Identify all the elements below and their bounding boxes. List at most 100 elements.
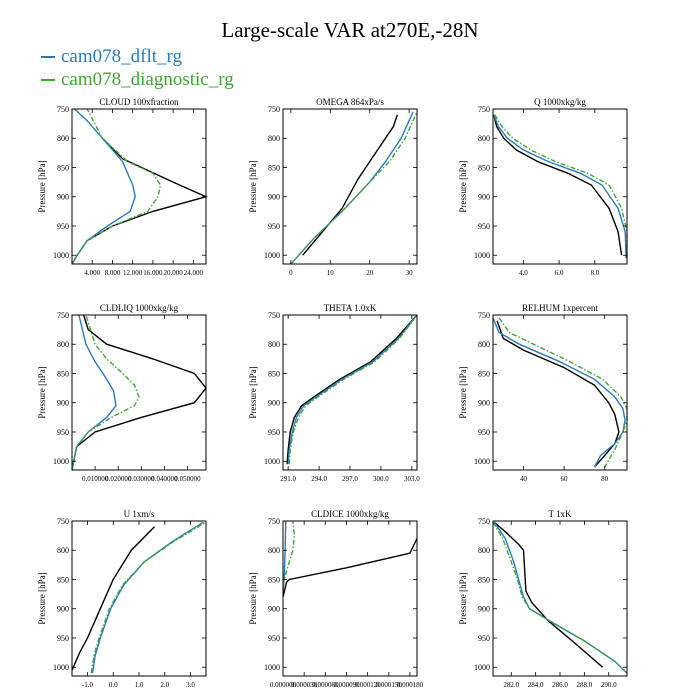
- panel-9-series-1: [493, 521, 604, 668]
- panel-3-title: Q 1000xkg/kg: [534, 97, 586, 107]
- panel-8-xtick-label-6: 0.000180: [397, 681, 424, 689]
- panel-5-xtick-label-1: 294.0: [311, 475, 327, 483]
- panel-8-ytick-label-900: 900: [268, 605, 280, 614]
- panel-7-ytick-label-850: 850: [57, 575, 69, 584]
- panel-2-title: OMEGA 864xPa/s: [316, 97, 384, 107]
- panel-5-xtick-label-0: 291.0: [280, 475, 296, 483]
- panel-6-title: RELHUM 1xpercent: [522, 303, 598, 313]
- panel-9-xtick-label-0: 282.0: [503, 681, 519, 689]
- legend-swatch-diagnostic: [41, 79, 55, 81]
- panel-1-xtick-label-0: 4.000: [84, 269, 100, 277]
- legend-entry-dflt: cam078_dflt_rg: [41, 46, 182, 68]
- panel-8-xtick-label-5: 0.000150: [376, 681, 403, 689]
- panel-1-xtick-label-1: 8.000: [105, 269, 121, 277]
- panel-7-ytick-label-1000: 1000: [53, 663, 69, 672]
- panel-7-ylabel: Pressure [hPa]: [37, 572, 47, 624]
- panel-5-series-3: [288, 314, 418, 465]
- panel-2-series-1: [302, 114, 398, 256]
- panel-1-xtick-label-2: 12.000: [123, 269, 143, 277]
- panel-3-series-1: [493, 114, 623, 256]
- panel-5-ytick-label-1000: 1000: [264, 457, 280, 466]
- panel-6-ytick-label-950: 950: [478, 428, 490, 437]
- panel-9-ytick-label-900: 900: [478, 605, 490, 614]
- panel-8-series-1: [282, 538, 418, 598]
- panel-4-ytick-label-900: 900: [57, 399, 69, 408]
- panel-5-ytick-label-850: 850: [268, 369, 280, 378]
- panel-3-xtick-label-1: 6.0: [555, 269, 564, 277]
- panel-4-ytick-label-950: 950: [57, 428, 69, 437]
- panel-4-ytick-label-850: 850: [57, 369, 69, 378]
- panel-8-ytick-label-850: 850: [268, 575, 280, 584]
- panel-6-ytick-label-800: 800: [478, 340, 490, 349]
- panel-4-frame: [71, 314, 207, 471]
- panel-3-xtick-label-2: 8.0: [590, 269, 599, 277]
- panel-1-series-3: [71, 108, 162, 265]
- panel-5-ytick-label-900: 900: [268, 399, 280, 408]
- panel-7-ytick-label-950: 950: [57, 634, 69, 643]
- panel-9-ytick-label-800: 800: [478, 546, 490, 555]
- panel-6-ytick-label-750: 750: [478, 311, 490, 320]
- panel-6-frame: [492, 314, 628, 471]
- panel-1-ytick-label-750: 750: [57, 105, 69, 114]
- panel-4-xtick-label-2: 0.030000: [128, 475, 155, 483]
- panel-7-xtick-label-4: 3.0: [186, 681, 195, 689]
- panel-1-ytick-label-850: 850: [57, 163, 69, 172]
- panel-7-ytick-label-800: 800: [57, 546, 69, 555]
- panel-9-ylabel: Pressure [hPa]: [458, 572, 468, 624]
- panel-2-ytick-label-1000: 1000: [264, 251, 280, 260]
- panel-6-ytick-label-900: 900: [478, 399, 490, 408]
- panel-8-ytick-label-1000: 1000: [264, 663, 280, 672]
- panel-1-ytick-label-800: 800: [57, 134, 69, 143]
- panel-4-xtick-label-3: 0.040000: [151, 475, 178, 483]
- panel-5-ytick-label-750: 750: [268, 311, 280, 320]
- panel-2-series-2: [290, 111, 414, 265]
- legend-label-diagnostic: cam078_diagnostic_rg: [61, 69, 234, 90]
- panel-8-xtick-label-3: 0.000090: [333, 681, 360, 689]
- panel-7-frame: [71, 520, 207, 677]
- panel-9-xtick-label-1: 284.0: [528, 681, 544, 689]
- panel-8-xtick-label-0: 0.000000: [270, 681, 297, 689]
- panel-7-ytick-label-900: 900: [57, 605, 69, 614]
- panel-6-ytick-label-1000: 1000: [474, 457, 490, 466]
- panel-8-ytick-label-750: 750: [268, 517, 280, 526]
- panel-3-ytick-label-850: 850: [478, 163, 490, 172]
- panel-5-ytick-label-950: 950: [268, 428, 280, 437]
- panel-5-xtick-label-3: 300.0: [373, 475, 389, 483]
- panel-1-xtick-label-4: 20.000: [164, 269, 184, 277]
- panel-4-xtick-label-4: 0.050000: [174, 475, 201, 483]
- panel-8-xtick-label-2: 0.000060: [312, 681, 339, 689]
- panel-5-xtick-label-2: 297.0: [342, 475, 358, 483]
- panel-4-xtick-label-0: 0.010000: [82, 475, 109, 483]
- panel-8-xtick-label-4: 0.000120: [355, 681, 382, 689]
- panel-6-ylabel: Pressure [hPa]: [458, 366, 468, 418]
- panel-9-frame: [492, 520, 628, 677]
- panel-5-ylabel: Pressure [hPa]: [248, 366, 258, 418]
- panel-8-ytick-label-800: 800: [268, 546, 280, 555]
- panel-1-series-1: [71, 137, 209, 265]
- panel-8-frame: [282, 520, 418, 677]
- panel-3-frame: [492, 108, 628, 265]
- panel-4-xtick-label-1: 0.020000: [105, 475, 132, 483]
- panel-9-xtick-label-3: 288.0: [576, 681, 592, 689]
- panel-2-xtick-label-3: 30: [406, 269, 414, 277]
- main-title: Large-scale VAR at270E,-28N: [221, 18, 479, 42]
- panel-7-xtick-label-3: 2.0: [160, 681, 169, 689]
- panel-8-ytick-label-950: 950: [268, 634, 280, 643]
- panel-7-title: U 1xm/s: [124, 509, 155, 519]
- panel-2-ytick-label-950: 950: [268, 222, 280, 231]
- panel-3-series-2: [493, 114, 627, 259]
- panel-3-ytick-label-750: 750: [478, 105, 490, 114]
- panel-1-xtick-label-3: 16.000: [143, 269, 163, 277]
- panel-6-ytick-label-850: 850: [478, 369, 490, 378]
- panel-8-series-3: [282, 520, 296, 586]
- panel-1-title: CLOUD 100xfraction: [99, 97, 179, 107]
- panel-7-series-3: [90, 521, 207, 674]
- panel-5-title: THETA 1.0xK: [324, 303, 377, 313]
- panel-4-title: CLDLIQ 1000xkg/kg: [100, 303, 179, 313]
- panel-4-series-3: [71, 314, 140, 471]
- panel-2-xtick-label-2: 20: [366, 269, 374, 277]
- panel-9-ytick-label-950: 950: [478, 634, 490, 643]
- panel-8-xtick-label-1: 0.000030: [291, 681, 318, 689]
- panel-1-xtick-label-5: 24.000: [184, 269, 204, 277]
- panel-1-frame: [71, 108, 207, 265]
